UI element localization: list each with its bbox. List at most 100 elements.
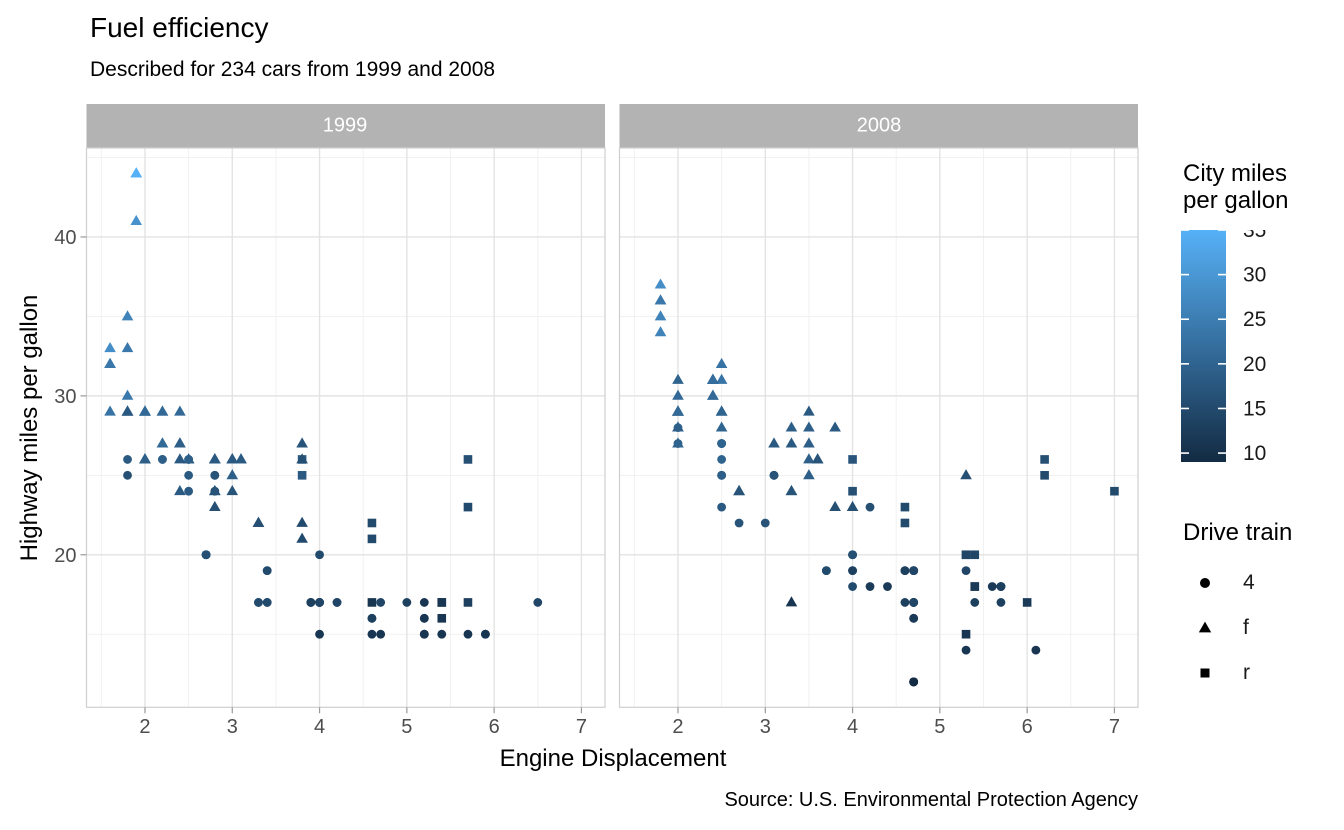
data-point: [123, 455, 132, 464]
y-tick-label: 30: [54, 386, 76, 408]
facet-strip: [619, 104, 1138, 148]
data-point: [785, 596, 798, 607]
data-point: [315, 550, 324, 560]
data-point: [419, 613, 429, 623]
colorbar-tick-label: 15: [1243, 397, 1266, 420]
data-point: [846, 500, 859, 511]
panel-border: [85, 147, 606, 708]
data-point: [130, 167, 143, 178]
data-point: [961, 645, 971, 655]
data-point: [419, 598, 429, 607]
data-point: [672, 421, 684, 432]
data-point: [296, 516, 308, 527]
data-point: [437, 614, 447, 623]
data-point: [174, 437, 186, 448]
y-tick-label: 20: [54, 545, 76, 567]
data-point: [961, 566, 971, 576]
x-tick-label: 5: [934, 716, 945, 738]
data-point: [848, 582, 857, 591]
data-point: [139, 405, 151, 416]
data-point: [900, 502, 910, 512]
data-point: [226, 485, 239, 496]
data-point: [909, 598, 919, 607]
data-point: [1022, 598, 1032, 607]
x-tick-label: 4: [847, 716, 858, 738]
data-point: [296, 437, 308, 448]
data-point: [235, 453, 247, 464]
data-point: [654, 310, 667, 321]
data-point: [803, 437, 815, 448]
x-tick-label: 7: [1109, 716, 1120, 738]
data-point: [803, 453, 815, 464]
data-point: [865, 502, 875, 512]
data-point: [481, 629, 490, 639]
data-point: [821, 566, 831, 576]
data-point: [158, 455, 167, 464]
data-point: [829, 500, 841, 511]
data-point: [672, 437, 684, 448]
data-point: [768, 437, 780, 448]
data-point: [909, 613, 919, 623]
data-point: [1031, 645, 1041, 655]
shape-legend-entry-r: r: [1194, 661, 1250, 685]
chart-title: Fuel efficiency: [90, 12, 269, 43]
data-point: [533, 598, 543, 607]
y-tick-label: 40: [54, 227, 76, 249]
data-point: [210, 470, 220, 480]
data-point: [1040, 471, 1049, 480]
facet-strip-label-1999: 1999: [322, 114, 368, 137]
data-point: [672, 389, 684, 400]
data-point: [803, 421, 815, 432]
data-point: [1040, 455, 1049, 464]
data-point: [139, 453, 151, 464]
data-point: [121, 310, 134, 321]
data-point: [970, 550, 980, 560]
data-point: [717, 455, 727, 464]
data-point: [209, 500, 221, 511]
data-point: [315, 598, 324, 607]
data-point: [104, 405, 116, 416]
x-tick-label: 5: [401, 716, 412, 738]
shape-legend-label: r: [1243, 661, 1250, 684]
data-point: [707, 373, 719, 384]
data-point: [367, 598, 377, 607]
source-caption: Source: U.S. Environmental Protection Ag…: [724, 789, 1138, 811]
data-point: [733, 485, 745, 496]
data-point: [156, 437, 169, 448]
shape-legend-title: Drive train: [1183, 519, 1293, 546]
colorbar-tick-label: 30: [1243, 264, 1266, 287]
data-point: [104, 342, 116, 353]
data-point: [315, 629, 324, 639]
data-point: [376, 598, 386, 607]
x-axis-title: Engine Displacement: [499, 745, 727, 772]
data-point: [785, 485, 798, 496]
x-tick-label: 3: [760, 716, 771, 738]
data-point: [715, 357, 728, 368]
circle-marker-icon: [1200, 578, 1210, 588]
data-point: [848, 566, 857, 576]
data-point: [883, 582, 892, 591]
data-point: [226, 453, 239, 464]
data-point: [297, 471, 307, 480]
x-tick-label: 7: [576, 716, 587, 738]
data-point: [803, 405, 815, 416]
data-point: [174, 405, 186, 416]
data-point: [262, 566, 272, 576]
data-point: [121, 405, 134, 416]
data-point: [402, 598, 412, 607]
square-marker-icon: [1200, 668, 1210, 678]
color-legend-bar: 35 30 25 20 15 10: [1181, 230, 1266, 465]
data-point: [996, 598, 1006, 607]
data-point: [715, 373, 728, 384]
data-point: [654, 278, 667, 289]
data-point: [1110, 486, 1119, 496]
data-point: [848, 550, 857, 560]
data-point: [769, 470, 779, 480]
data-point: [760, 518, 770, 528]
data-point: [672, 373, 684, 384]
chart-subtitle: Described for 234 cars from 1999 and 200…: [90, 58, 496, 81]
data-point: [209, 453, 221, 464]
y-axis-title: Highway miles per gallon: [16, 294, 43, 562]
data-point: [121, 389, 134, 400]
